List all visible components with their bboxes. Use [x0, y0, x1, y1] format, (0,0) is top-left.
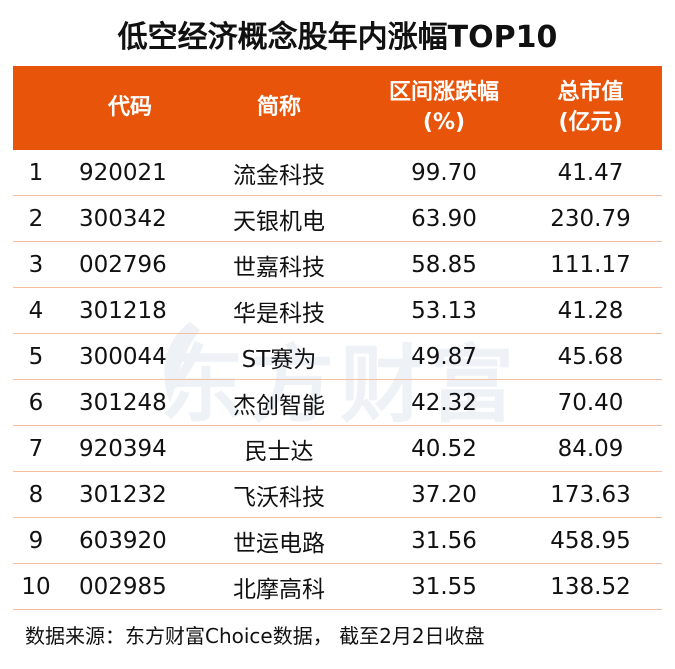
rank: 9: [28, 527, 44, 554]
change-pct: 63.90: [411, 205, 477, 232]
rank: 4: [28, 297, 44, 324]
header-cap: 总市值 (亿元): [519, 78, 662, 138]
rank: 3: [28, 251, 44, 278]
market-cap: 70.40: [557, 389, 624, 416]
stock-code: 300044: [79, 343, 167, 370]
source-note: 数据来源：东方财富Choice数据， 截至2月2日收盘: [25, 624, 485, 648]
stock-name: 华是科技: [233, 300, 325, 327]
change-pct: 31.55: [411, 573, 477, 600]
chart-title: 低空经济概念股年内涨幅TOP10: [117, 20, 558, 55]
market-cap: 173.63: [550, 481, 631, 508]
table-row: 8 301232 飞沃科技 37.20 173.63: [13, 472, 662, 518]
change-pct: 31.56: [411, 527, 477, 554]
header-change-label: 区间涨跌幅: [388, 80, 499, 105]
header-change-unit: (%): [422, 110, 466, 135]
table-row: 2 300342 天银机电 63.90 230.79: [13, 196, 662, 242]
table-row: 6 301248 杰创智能 42.32 70.40: [13, 380, 662, 426]
market-cap: 138.52: [550, 573, 631, 600]
change-pct: 40.52: [411, 435, 477, 462]
table-row: 4 301218 华是科技 53.13 41.28: [13, 288, 662, 334]
stock-code: 301232: [79, 481, 167, 508]
stock-code: 300342: [79, 205, 167, 232]
market-cap: 84.09: [557, 435, 624, 462]
stock-code: 920021: [79, 159, 167, 186]
stock-code: 920394: [79, 435, 167, 462]
header-cap-label: 总市值: [557, 80, 624, 105]
rank: 5: [28, 343, 44, 370]
change-pct: 42.32: [411, 389, 477, 416]
market-cap: 41.28: [557, 297, 624, 324]
stock-code: 301218: [79, 297, 167, 324]
stock-code: 002796: [79, 251, 167, 278]
market-cap: 41.47: [557, 159, 624, 186]
table-header: 代码 简称 区间涨跌幅 (%) 总市值 (亿元): [13, 66, 662, 150]
stock-name: 飞沃科技: [233, 484, 325, 511]
table-row: 5 300044 ST赛为 49.87 45.68: [13, 334, 662, 380]
change-pct: 37.20: [411, 481, 477, 508]
rank: 7: [28, 435, 44, 462]
stock-name: 北摩高科: [233, 576, 325, 603]
market-cap: 45.68: [557, 343, 624, 370]
header-code: 代码: [107, 95, 152, 120]
market-cap: 458.95: [550, 527, 631, 554]
rank: 2: [28, 205, 44, 232]
stock-name: 世嘉科技: [233, 254, 325, 281]
stock-name: 杰创智能: [233, 392, 325, 419]
table-body: 1 920021 流金科技 99.70 41.47 2 300342 天银机电 …: [13, 150, 662, 610]
header-cap-unit: (亿元): [558, 110, 623, 135]
table-row: 10 002985 北摩高科 31.55 138.52: [13, 564, 662, 610]
rank: 6: [28, 389, 44, 416]
stock-name: ST赛为: [241, 346, 317, 373]
header-name: 简称: [256, 95, 301, 120]
table-row: 3 002796 世嘉科技 58.85 111.17: [13, 242, 662, 288]
stock-code: 301248: [79, 389, 167, 416]
change-pct: 53.13: [411, 297, 477, 324]
stock-name: 世运电路: [233, 530, 325, 557]
table-row: 7 920394 民士达 40.52 84.09: [13, 426, 662, 472]
change-pct: 49.87: [411, 343, 477, 370]
header-change: 区间涨跌幅 (%): [369, 78, 519, 138]
stock-name: 流金科技: [233, 162, 325, 189]
stock-code: 002985: [79, 573, 167, 600]
table-row: 9 603920 世运电路 31.56 458.95: [13, 518, 662, 564]
rank: 10: [21, 573, 51, 600]
table-row: 1 920021 流金科技 99.70 41.47: [13, 150, 662, 196]
rank: 1: [28, 159, 44, 186]
change-pct: 58.85: [411, 251, 477, 278]
change-pct: 99.70: [411, 159, 477, 186]
watermark-logo-icon: [164, 322, 200, 403]
rank: 8: [28, 481, 44, 508]
stock-name: 天银机电: [233, 208, 325, 235]
market-cap: 230.79: [550, 205, 631, 232]
stock-name: 民士达: [244, 438, 314, 465]
stock-code: 603920: [79, 527, 167, 554]
market-cap: 111.17: [550, 251, 631, 278]
ranking-table: 代码 简称 区间涨跌幅 (%) 总市值 (亿元) 1 920021 流金科技 9…: [13, 66, 662, 610]
